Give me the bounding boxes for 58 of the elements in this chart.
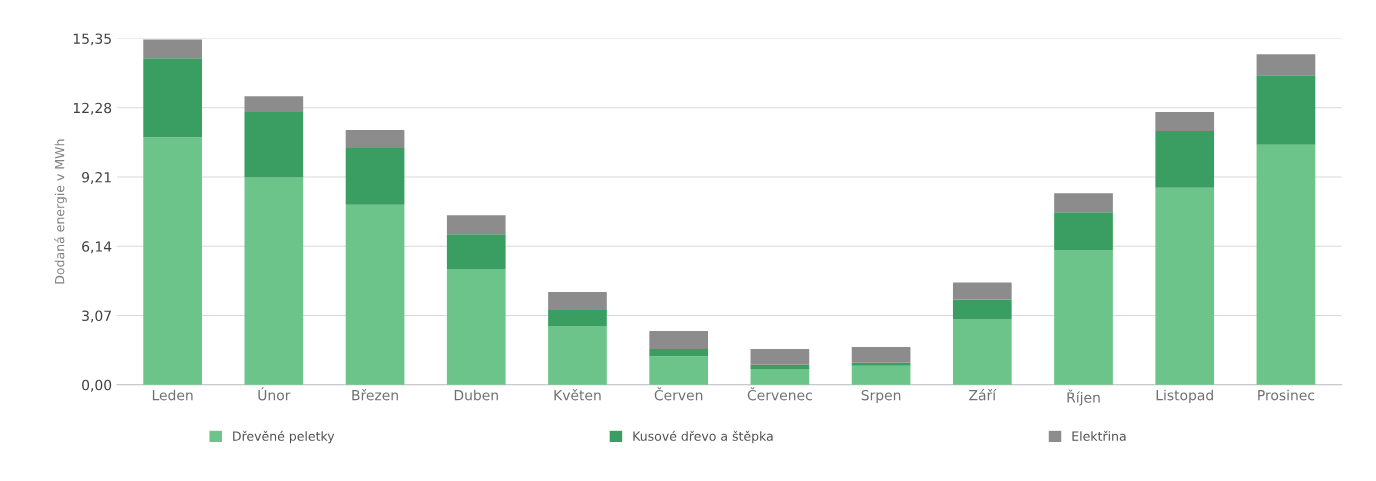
bar — [851, 365, 911, 385]
x-tick-label: Prosinec — [1258, 389, 1315, 401]
y-tick-label: 0,00 — [82, 379, 112, 392]
legend-label: Elektřina — [1072, 430, 1126, 441]
x-tick-label: Únor — [258, 387, 291, 401]
bar — [244, 112, 304, 178]
bar — [649, 348, 709, 357]
bar — [446, 215, 506, 235]
bar — [1054, 212, 1113, 251]
bar — [345, 147, 405, 205]
bar — [143, 58, 202, 138]
bar — [345, 204, 405, 385]
bar — [649, 356, 709, 385]
y-tick-label: 3,07 — [82, 310, 111, 323]
x-tick-label: Květen — [554, 389, 601, 401]
bar — [548, 310, 607, 326]
y-tick-label: 12,28 — [73, 102, 112, 115]
bar — [1256, 144, 1316, 385]
bar — [1256, 75, 1316, 145]
x-tick-label: Září — [969, 389, 997, 401]
y-tick-label: 15,35 — [73, 33, 111, 46]
bar — [446, 234, 506, 270]
x-tick-label: Listopad — [1156, 389, 1213, 404]
bar — [1054, 250, 1113, 385]
bar — [1155, 187, 1215, 385]
x-tick-label: Červen — [654, 387, 703, 401]
bar — [649, 331, 709, 349]
bar — [143, 39, 202, 59]
y-axis-title: Dodaná energie v MWh — [54, 139, 67, 284]
bar — [750, 369, 810, 385]
x-tick-label: Duben — [454, 389, 498, 401]
bar — [750, 364, 810, 370]
bar — [851, 362, 911, 366]
bar — [750, 348, 810, 365]
bar — [952, 319, 1012, 385]
legend-label: Dřevěné peletky — [233, 430, 335, 444]
y-tick-label: 9,21 — [82, 171, 111, 184]
x-tick-label: Srpen — [861, 389, 901, 404]
bar — [345, 130, 405, 148]
bar — [952, 299, 1012, 320]
bar — [244, 177, 304, 385]
bar — [1155, 130, 1215, 188]
bar — [548, 325, 607, 385]
bar — [1155, 112, 1215, 131]
bar — [851, 346, 911, 363]
bar — [952, 282, 1012, 300]
bar — [143, 137, 202, 385]
x-tick-label: Leden — [152, 389, 193, 401]
bar — [1256, 54, 1316, 76]
y-tick-label: 6,14 — [82, 241, 112, 254]
legend-label: Kusové dřevo a štěpka — [633, 430, 773, 444]
bar — [1054, 193, 1113, 213]
bar — [244, 96, 304, 113]
x-tick-label: Březen — [352, 389, 398, 401]
x-tick-label: Říjen — [1067, 389, 1100, 406]
bar — [446, 269, 506, 385]
bar — [548, 292, 607, 311]
x-tick-label: Červenec — [747, 387, 812, 401]
